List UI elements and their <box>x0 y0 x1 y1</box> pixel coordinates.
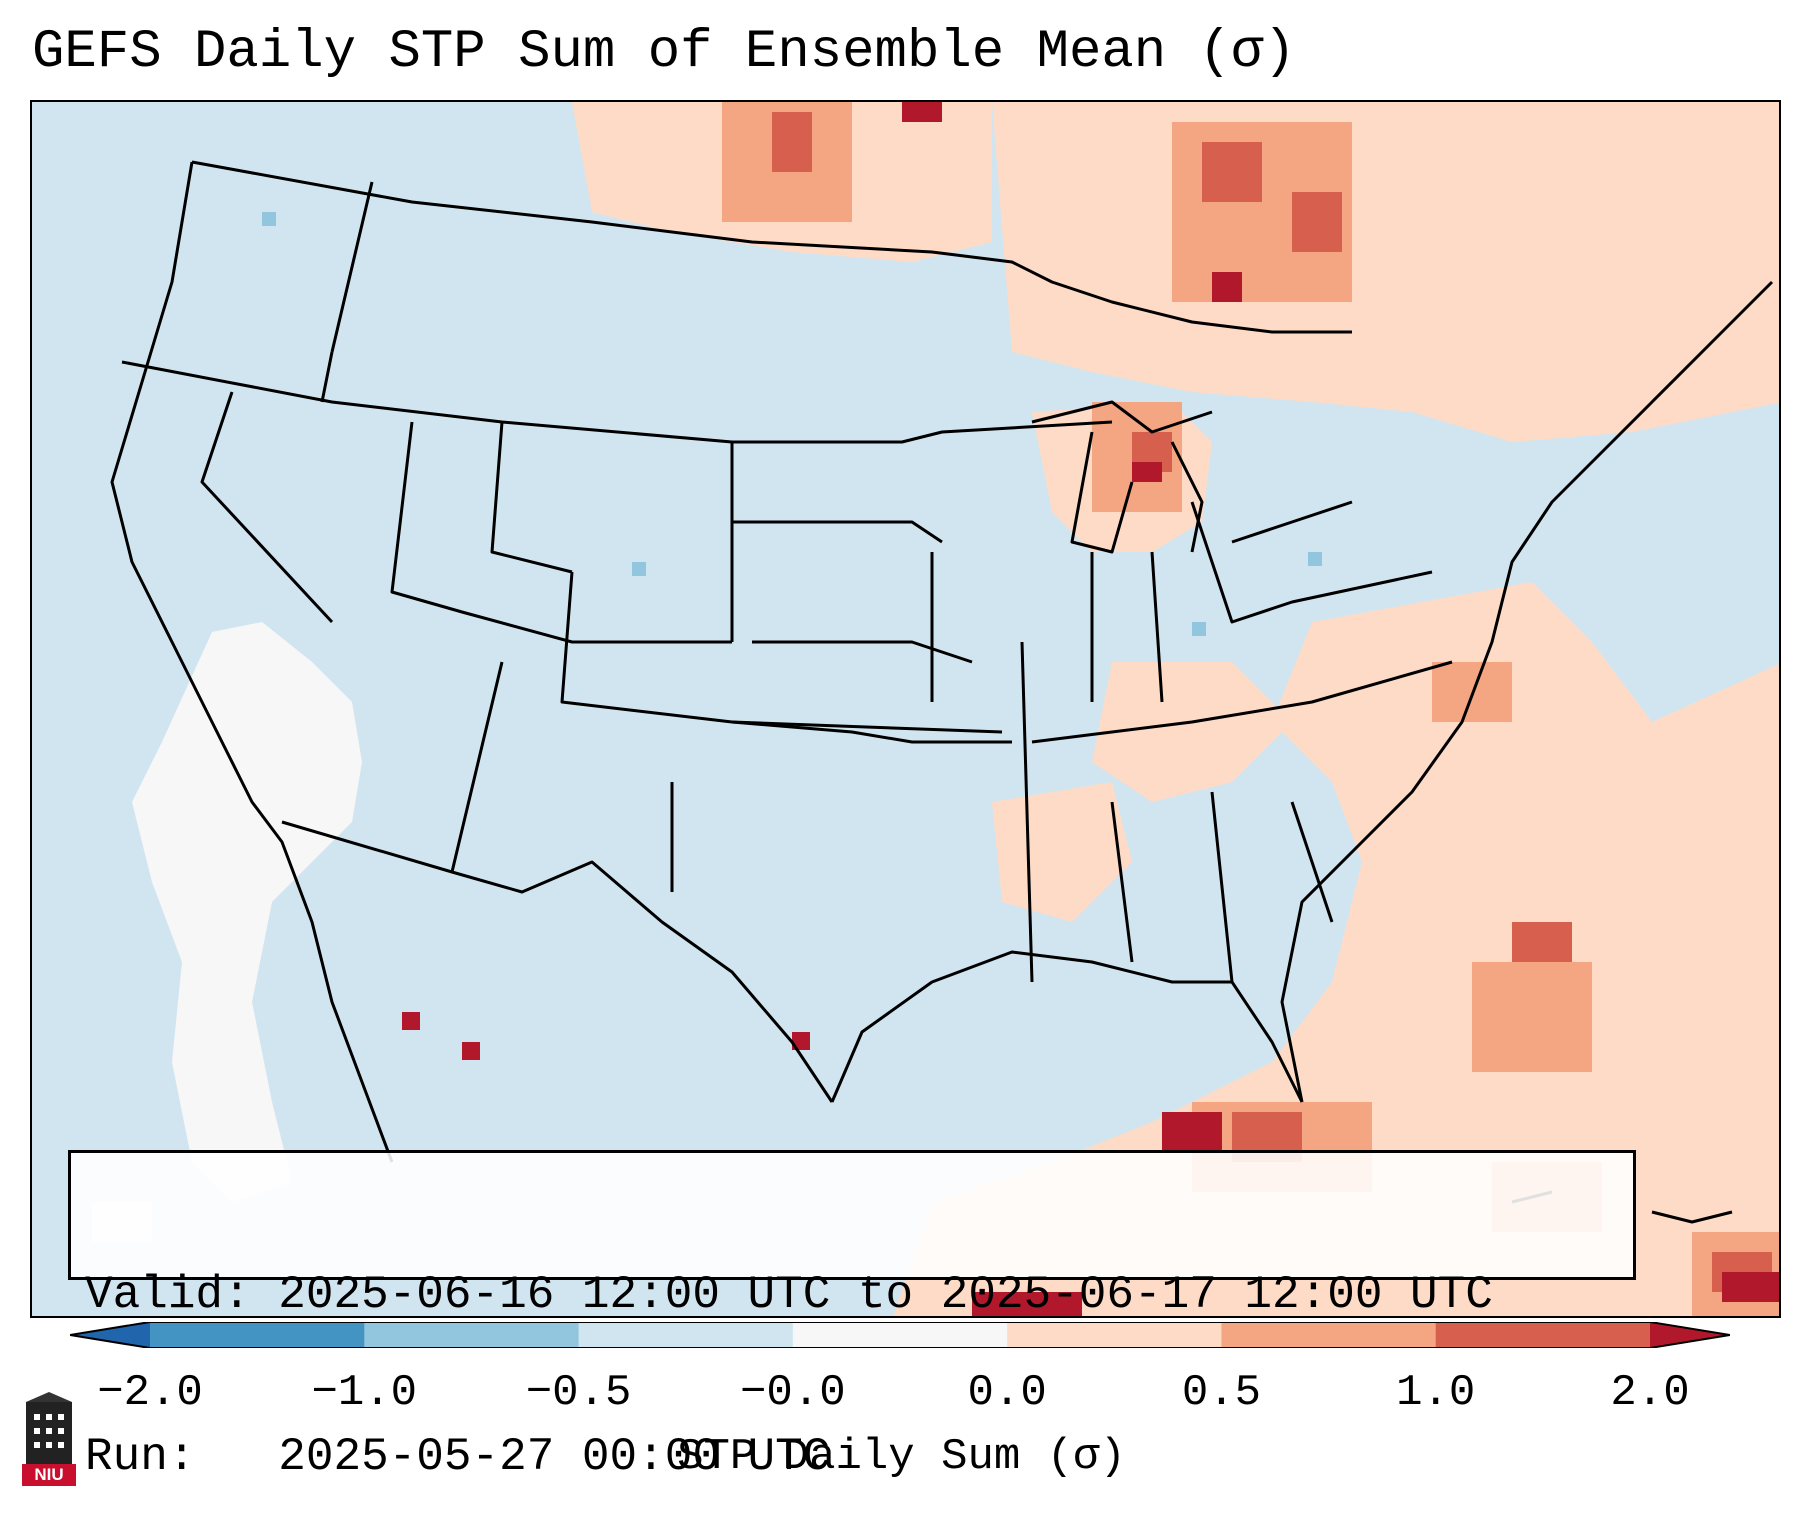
colorbar-tick-label: 0.0 <box>967 1368 1047 1418</box>
valid-row: Valid: 2025-06-16 12:00 UTC to 2025-06-1… <box>85 1268 1619 1322</box>
colorbar-segment <box>1435 1322 1651 1348</box>
colorbar-tick-label: −0.5 <box>525 1368 632 1418</box>
valid-time: 2025-06-16 12:00 UTC to 2025-06-17 12:00… <box>278 1269 1493 1321</box>
negative-anomaly-cells <box>262 212 1322 636</box>
chart-title: GEFS Daily STP Sum of Ensemble Mean (σ) <box>32 22 1296 83</box>
colorbar-tick-label: −1.0 <box>311 1368 418 1418</box>
run-label: Run: <box>85 1431 196 1483</box>
colorbar-tick-label: 0.5 <box>1181 1368 1262 1418</box>
colorbar-tick-label: −2.0 <box>97 1368 203 1418</box>
colorbar-segment <box>792 1322 1008 1348</box>
colorbar <box>70 1322 1730 1348</box>
colorbar-tick-label: −0.0 <box>740 1368 846 1418</box>
political-boundaries <box>110 160 1774 1224</box>
map-panel <box>30 100 1781 1318</box>
niu-logo <box>26 1392 72 1466</box>
colorbar-title: STP Daily Sum (σ) <box>677 1432 1126 1482</box>
colorbar-tick-label: 1.0 <box>1396 1368 1476 1418</box>
niu-logo-text: NIU <box>22 1464 76 1486</box>
run-row: Run: 2025-05-27 00:00 UTC <box>85 1430 1619 1484</box>
colorbar-segment <box>150 1322 365 1348</box>
valid-label: Valid: <box>85 1269 251 1321</box>
colorbar-segment <box>364 1322 580 1348</box>
colorbar-extend-low <box>70 1322 150 1348</box>
colorbar-segment <box>578 1322 794 1348</box>
valid-run-info-box: Valid: 2025-06-16 12:00 UTC to 2025-06-1… <box>68 1150 1636 1483</box>
colorbar-segment <box>1007 1322 1222 1348</box>
extreme-anomaly-cells <box>402 102 1779 1316</box>
map-canvas <box>32 102 1779 1316</box>
run-time: 2025-05-27 00:00 UTC <box>278 1431 831 1483</box>
colorbar-segment <box>1221 1322 1437 1348</box>
colorbar-tick-label: 2.0 <box>1610 1368 1690 1418</box>
colorbar-extend-high <box>1650 1322 1730 1348</box>
